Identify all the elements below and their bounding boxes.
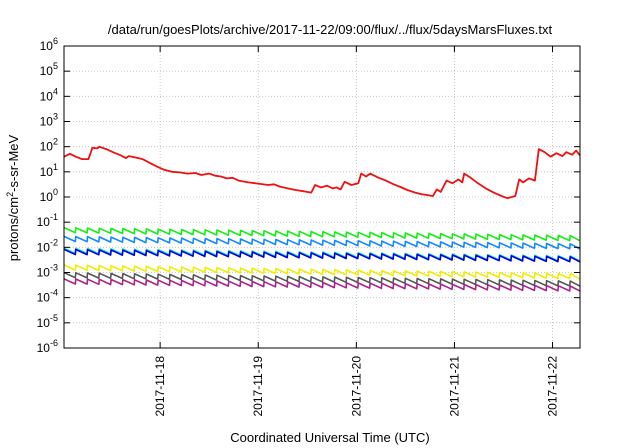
x-tick-label: 2017-11-19 <box>251 356 265 417</box>
x-axis: 2017-11-18 2017-11-19 2017-11-20 2017-11-21… <box>153 46 560 417</box>
y-tick-label: 10-1 <box>37 212 58 229</box>
series-line <box>63 264 581 280</box>
y-tick-label: 103 <box>40 112 58 129</box>
y-tick-label: 10-6 <box>37 338 58 355</box>
series-line <box>63 145 581 200</box>
data-series <box>63 145 581 292</box>
y-axis-label-pre: protons/cm <box>6 197 21 261</box>
y-tick-label: 102 <box>40 137 58 154</box>
x-tick-label: 2017-11-18 <box>153 356 167 417</box>
chart-title: /data/run/goesPlots/archive/2017-11-22/0… <box>108 22 553 37</box>
y-tick-label: 105 <box>40 61 58 78</box>
y-tick-label: 10-5 <box>37 313 58 330</box>
series-line <box>63 271 581 287</box>
series-line <box>63 278 581 292</box>
x-tick-label: 2017-11-21 <box>447 356 461 417</box>
y-tick-label: 106 <box>40 36 58 53</box>
y-axis: 10-6 10-5 10-4 10-3 10-2 10-1 100 101 102 103 104 1… <box>37 36 580 355</box>
series-line <box>63 247 581 262</box>
series-line <box>63 226 581 242</box>
series-line <box>63 248 581 263</box>
series-line <box>63 235 581 250</box>
y-axis-label-sup: 2 <box>5 192 15 197</box>
y-axis-label: protons/cm2-s-sr-MeV <box>5 134 21 261</box>
x-tick-label: 2017-11-20 <box>349 356 363 417</box>
y-tick-label: 10-3 <box>37 263 58 280</box>
x-tick-label: 2017-11-22 <box>546 356 560 417</box>
y-axis-label-post: -s-sr-MeV <box>6 134 21 191</box>
y-tick-label: 101 <box>40 162 58 179</box>
y-tick-label: 100 <box>40 187 58 204</box>
y-tick-label: 10-2 <box>37 237 58 254</box>
y-tick-label: 10-4 <box>37 288 58 305</box>
x-axis-label: Coordinated Universal Time (UTC) <box>230 430 429 445</box>
grid-lines <box>64 46 580 348</box>
y-tick-label: 104 <box>40 86 58 103</box>
